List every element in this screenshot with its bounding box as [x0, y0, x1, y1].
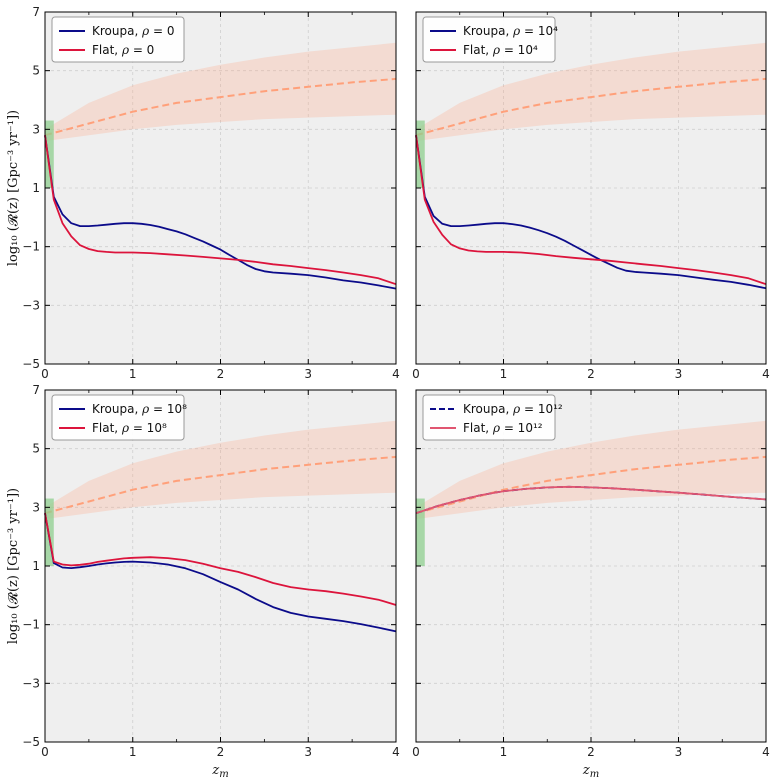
reference-band [45, 42, 396, 142]
legend-label: Kroupa, ρ = 10¹² [463, 402, 563, 416]
series-line-kroupa [44, 135, 397, 290]
y-tick-label: 3 [32, 122, 40, 136]
x-tick-label: 0 [41, 367, 49, 381]
y-tick-label: −1 [22, 240, 40, 254]
x-tick-label: 1 [500, 367, 508, 381]
legend-label: Flat, ρ = 10¹² [463, 421, 543, 435]
x-tick-label: 3 [304, 745, 312, 759]
x-tick-label: 3 [675, 745, 683, 759]
panel-2: 0 1 2 3 4 Kroupa, ρ = 10⁴ Flat, ρ = 10⁴ [412, 11, 770, 381]
legend-label: Flat, ρ = 0 [92, 43, 154, 57]
legend-label: Flat, ρ = 10⁸ [92, 421, 167, 435]
x-tick-label: 0 [412, 367, 420, 381]
series-line-kroupa [44, 513, 397, 633]
y-tick-label: 5 [32, 442, 40, 456]
y-tick-label: −3 [22, 298, 40, 312]
y-tick-label: 3 [32, 500, 40, 514]
legend-label: Flat, ρ = 10⁴ [463, 43, 538, 57]
x-tick-label: 2 [587, 367, 595, 381]
series-line-flat [415, 485, 767, 515]
x-tick-label: 1 [129, 367, 137, 381]
legend: Kroupa, ρ = 0 Flat, ρ = 0 [51, 16, 185, 63]
x-tick-label: 3 [675, 367, 683, 381]
y-tick-label: 1 [32, 181, 40, 195]
legend-label: Kroupa, ρ = 10⁴ [463, 24, 558, 38]
observed-band [45, 498, 54, 566]
y-tick-label: −1 [22, 618, 40, 632]
observed-band [45, 120, 54, 188]
observed-band [416, 498, 425, 566]
series-line-flat [44, 135, 397, 286]
y-tick-label: −5 [22, 735, 40, 749]
y-tick-label: 5 [32, 64, 40, 78]
x-tick-label: 0 [41, 745, 49, 759]
legend: Kroupa, ρ = 10⁴ Flat, ρ = 10⁴ [422, 16, 558, 63]
x-tick-label: 2 [217, 367, 225, 381]
x-tick-label: 4 [762, 367, 770, 381]
panel-3: 0 1 2 3 4 −5 −3 −1 1 3 5 7 log₁₀ (𝓡(z) [Gpc⁻³ yr⁻¹])… [6, 383, 400, 780]
series-line-flat [44, 513, 397, 606]
reference-curve [415, 77, 767, 137]
x-tick-label: 4 [392, 367, 400, 381]
y-tick-label: −3 [22, 676, 40, 690]
legend: Kroupa, ρ = 10⁸ Flat, ρ = 10⁸ [51, 394, 187, 441]
legend-label: Kroupa, ρ = 10⁸ [92, 402, 187, 416]
legend: Kroupa, ρ = 10¹² Flat, ρ = 10¹² [422, 394, 563, 441]
x-tick-label: 3 [304, 367, 312, 381]
y-tick-label: −5 [22, 357, 40, 371]
y-axis-label: log₁₀ (𝓡(z) [Gpc⁻³ yr⁻¹]) [6, 110, 21, 266]
observed-band [416, 120, 425, 188]
x-tick-label: 1 [500, 745, 508, 759]
x-tick-label: 0 [412, 745, 420, 759]
y-tick-label: 7 [32, 383, 40, 397]
x-tick-label: 4 [762, 745, 770, 759]
series-line-kroupa [415, 135, 767, 290]
y-tick-label: 7 [32, 5, 40, 19]
y-tick-label: 1 [32, 559, 40, 573]
reference-curve [44, 455, 397, 515]
x-tick-label: 1 [129, 745, 137, 759]
panel-4: 0 1 2 3 4 zm Kroupa, ρ = 10¹² Flat, ρ = 10¹² [412, 389, 770, 780]
legend-label: Kroupa, ρ = 0 [92, 24, 174, 38]
panel-1: 0 1 2 3 4 −5 −3 −1 1 3 5 7 log₁₀ (𝓡(z) [Gpc⁻³ yr⁻¹])… [6, 5, 400, 381]
reference-band [416, 42, 766, 142]
reference-band [416, 420, 766, 520]
x-tick-label: 2 [587, 745, 595, 759]
x-axis-label: zm [582, 763, 599, 780]
y-axis-label: log₁₀ (𝓡(z) [Gpc⁻³ yr⁻¹]) [6, 488, 21, 644]
reference-band [45, 420, 396, 520]
x-axis-label: zm [211, 763, 228, 780]
x-tick-label: 2 [217, 745, 225, 759]
series-line-flat [415, 135, 767, 286]
x-tick-label: 4 [392, 745, 400, 759]
reference-curve [44, 77, 397, 137]
